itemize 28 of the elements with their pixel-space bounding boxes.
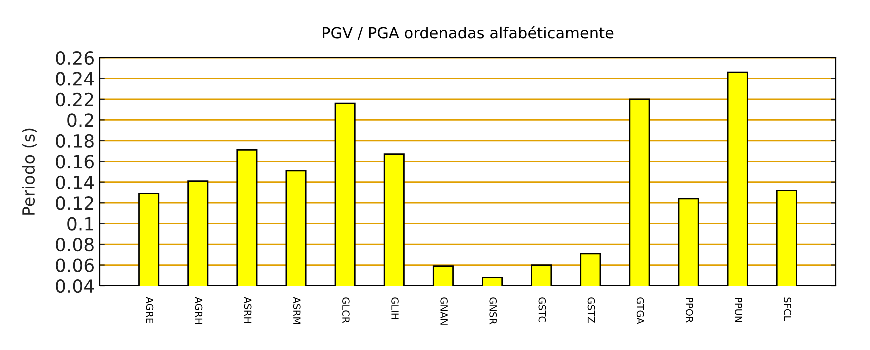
- y-tick-label: 0.14: [56, 176, 94, 190]
- y-tick-label: 0.04: [56, 279, 94, 294]
- x-tick-label: GNAN: [440, 298, 448, 325]
- y-tick-label: 0.26: [56, 51, 94, 66]
- y-tick-label: 0.08: [56, 238, 94, 252]
- x-tick-label: GLIH: [392, 298, 399, 320]
- y-tick-label: 0.16: [56, 155, 94, 169]
- x-tick-label: GSTZ: [588, 298, 596, 323]
- y-axis-title: Periodo (s): [22, 128, 37, 215]
- x-tick-label: PPOR: [686, 298, 694, 323]
- y-tick-label: 0.1: [68, 217, 94, 231]
- x-tick-label: GLCR: [342, 298, 350, 324]
- x-tick-label: ASRM: [293, 297, 301, 324]
- chart-title: PGV / PGA ordenadas alfabéticamente: [323, 26, 614, 40]
- y-tick-label: 0.12: [56, 196, 94, 210]
- y-tick-label: 0.22: [56, 92, 94, 107]
- y-tick-label: 0.06: [56, 258, 94, 272]
- x-tick-label: GTGA: [636, 298, 644, 324]
- y-tick-label: 0.2: [68, 114, 94, 128]
- y-tick-label: 0.24: [56, 72, 94, 86]
- x-tick-label: PPUN: [735, 298, 742, 322]
- x-tick-label: GNSR: [490, 298, 498, 325]
- x-tick-label: SFCL: [784, 298, 792, 322]
- x-tick-label: ASRH: [244, 297, 252, 324]
- x-tick-label: GSTC: [538, 298, 546, 322]
- x-tick-label: AGRE: [146, 297, 154, 324]
- x-tick-label: AGRH: [195, 297, 203, 324]
- y-tick-label: 0.18: [56, 134, 94, 148]
